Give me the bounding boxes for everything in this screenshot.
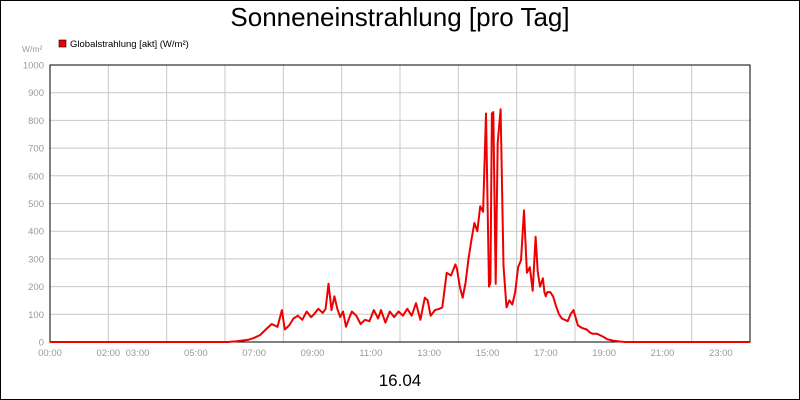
- legend: Globalstrahlung [akt] (W/m²): [58, 39, 189, 50]
- x-tick-label: 00:00: [38, 348, 62, 359]
- x-tick-label: 17:00: [534, 348, 558, 359]
- x-tick-label: 15:00: [476, 348, 500, 359]
- chart-title: Sonneneinstrahlung [pro Tag]: [230, 2, 570, 32]
- x-tick-label: 21:00: [651, 348, 675, 359]
- y-tick-label: 600: [28, 171, 44, 182]
- x-tick-label: 05:00: [184, 348, 208, 359]
- x-axis-date-label: 16.04: [379, 371, 422, 390]
- plot-border: [49, 64, 751, 343]
- x-tick-label: 07:00: [242, 348, 266, 359]
- y-tick-label: 700: [28, 144, 44, 155]
- legend-label: Globalstrahlung [akt] (W/m²): [70, 39, 189, 50]
- y-tick-label: 500: [28, 199, 44, 210]
- axes: 0 100 200 300 400 500 600 700 800 900 1000 00:00 02:…: [23, 61, 751, 359]
- y-tick-label: 300: [28, 254, 44, 265]
- x-tick-label: 03:00: [126, 348, 150, 359]
- y-tick-label: 200: [28, 282, 44, 293]
- y-tick-label: 100: [28, 310, 44, 321]
- legend-swatch: [58, 39, 67, 48]
- y-tick-label: 900: [28, 88, 44, 99]
- x-tick-label: 23:00: [709, 348, 733, 359]
- x-tick-label: 19:00: [592, 348, 616, 359]
- y-tick-label: 800: [28, 116, 44, 127]
- x-tick-label: 13:00: [417, 348, 441, 359]
- grid-lines: [49, 64, 751, 343]
- series-line: [50, 108, 750, 343]
- series-layer: [50, 108, 750, 343]
- x-tick-label: 09:00: [301, 348, 325, 359]
- y-tick-label: 1000: [23, 61, 44, 72]
- x-tick-label: 11:00: [359, 348, 382, 359]
- y-tick-label: 400: [28, 227, 44, 238]
- y-tick-label: 0: [39, 338, 44, 349]
- y-unit-label: W/m²: [22, 44, 42, 54]
- x-tick-label: 02:00: [96, 348, 120, 359]
